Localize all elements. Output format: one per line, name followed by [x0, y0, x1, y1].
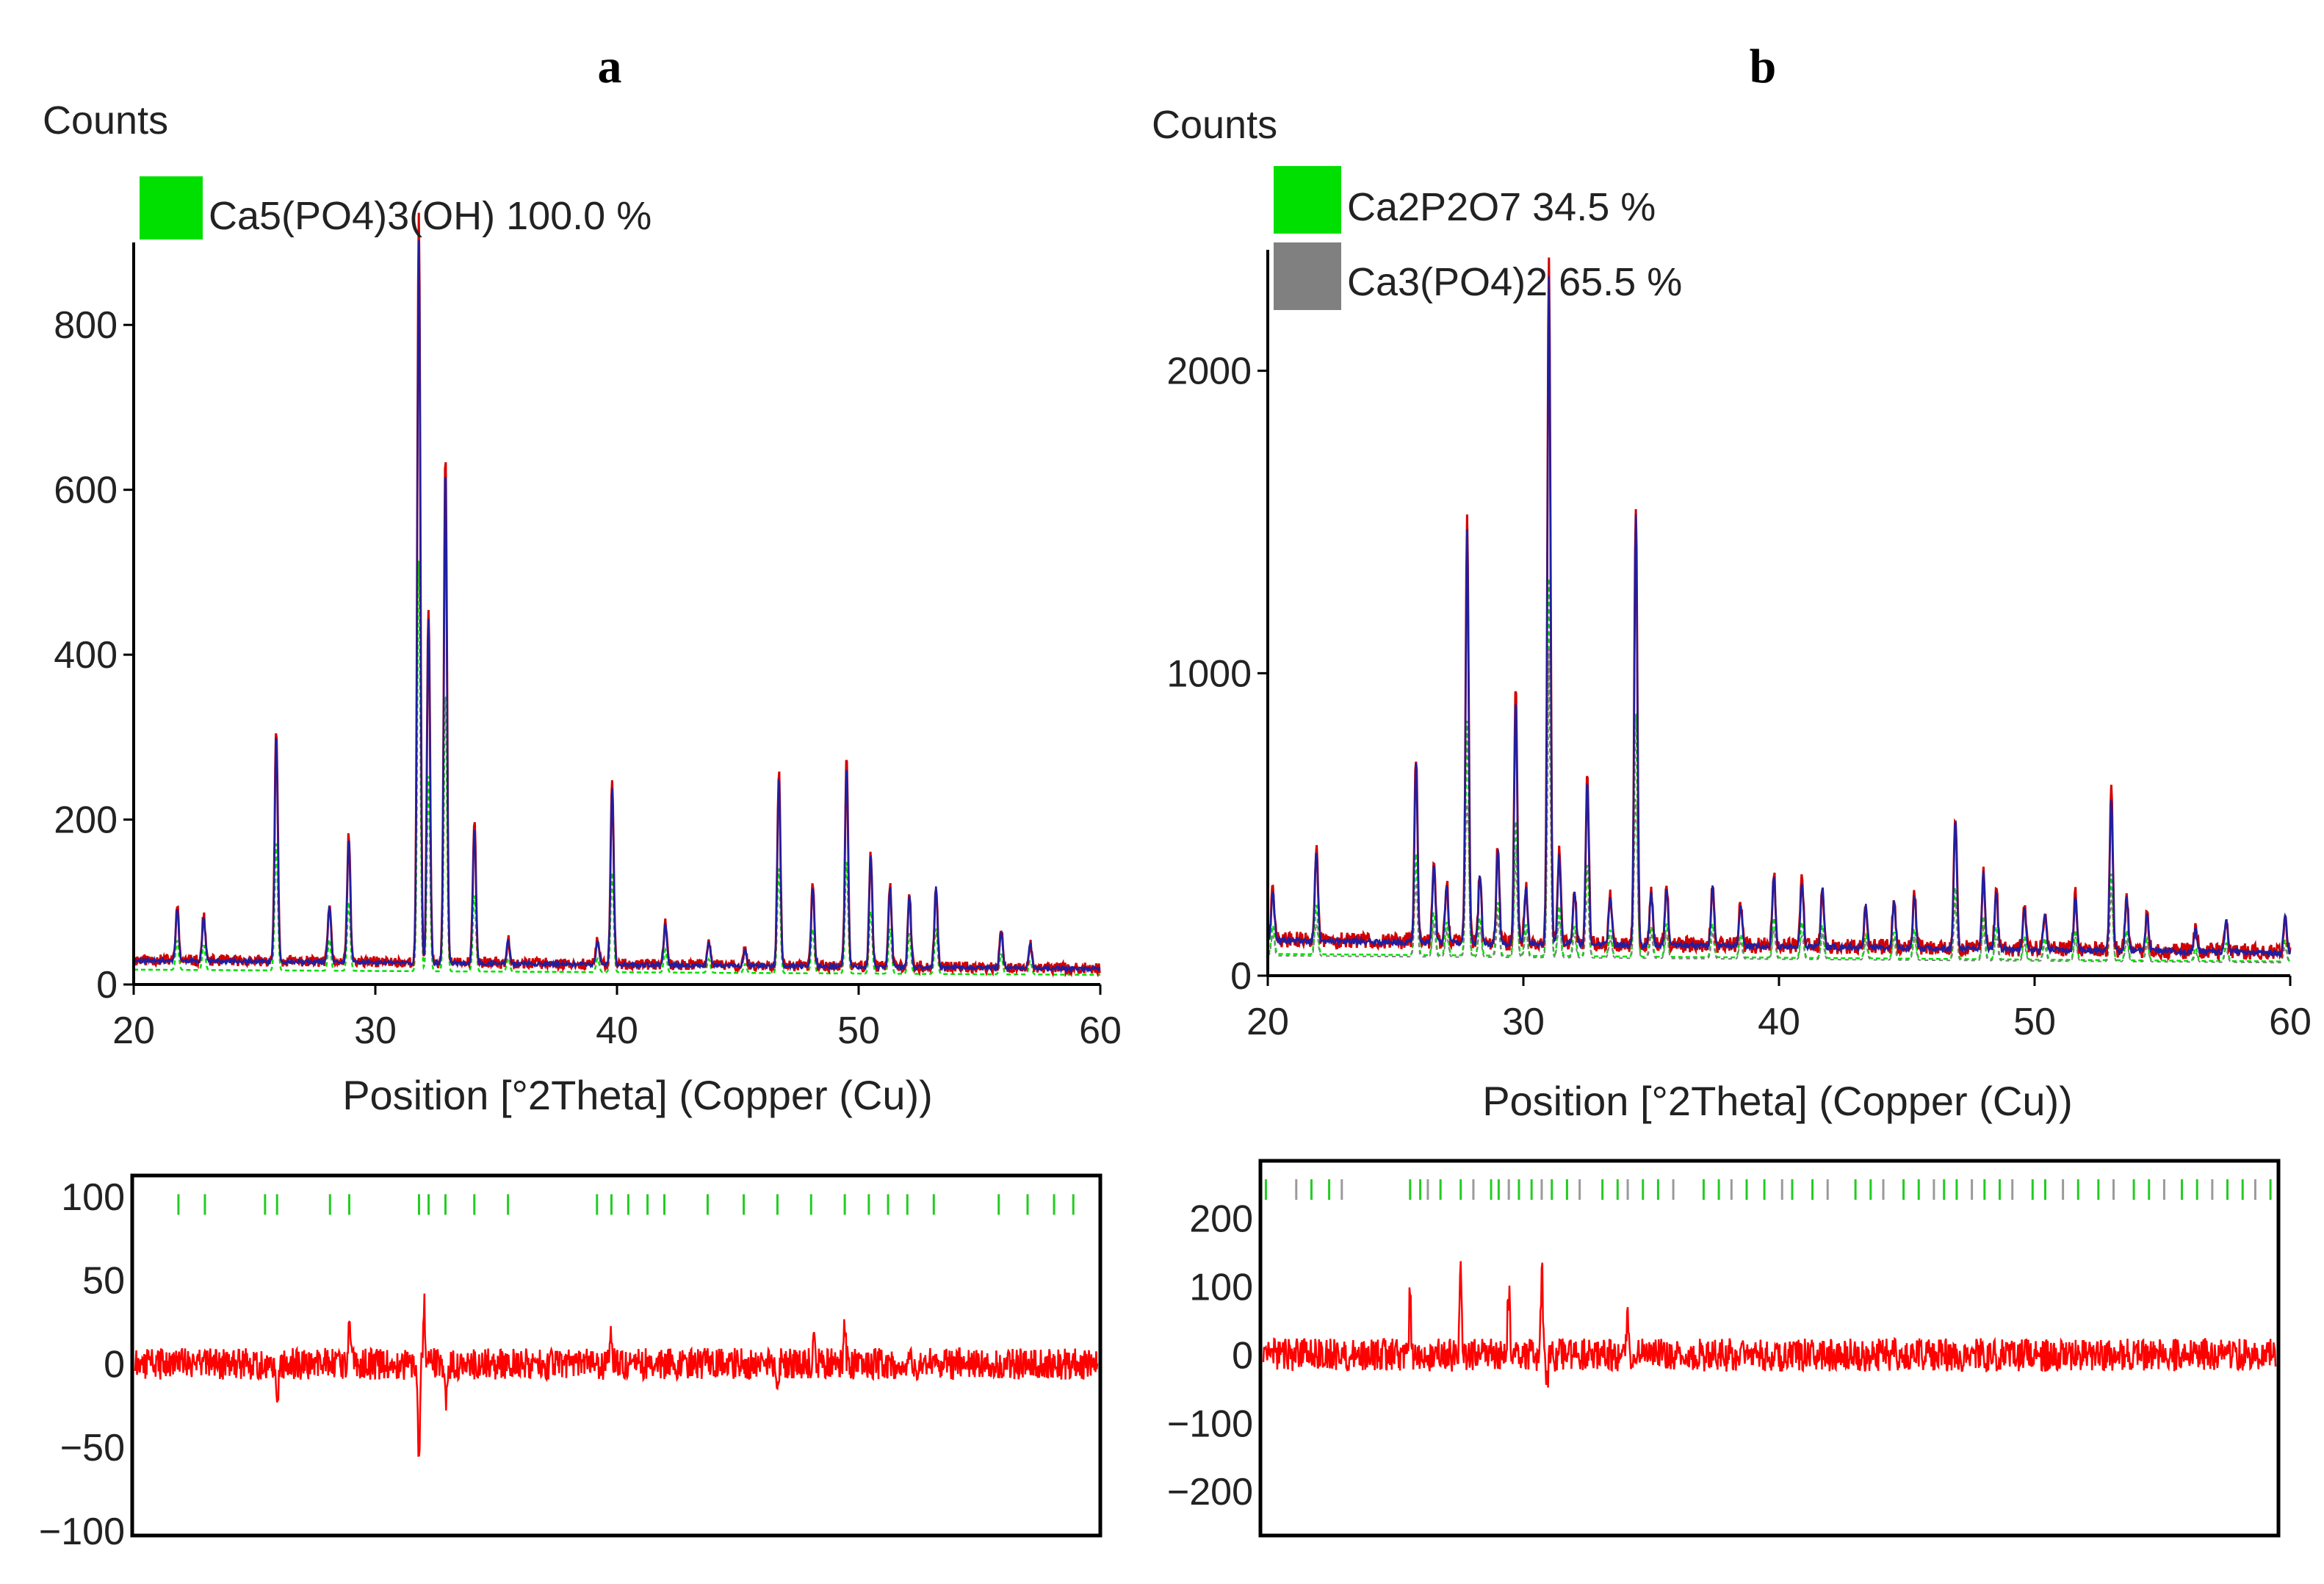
panel-a-legend-swatch — [140, 176, 203, 240]
panel-a-calculated-profile — [133, 240, 1101, 974]
panel-a-y-tick-label: 600 — [54, 469, 118, 512]
panel-a-reflection-markers — [177, 1194, 1075, 1215]
panel-a-difference-curve — [134, 1293, 1099, 1457]
panel-b-difference-curve — [1262, 1261, 2277, 1388]
panel-b-legend-label-ca2p2o7: Ca2P2O7 34.5 % — [1347, 185, 1656, 229]
panel-b-residual-y-tick-label: −200 — [1167, 1471, 1253, 1513]
panel-a-x-tick-label: 50 — [837, 1009, 880, 1052]
panel-b-x-tick-label: 20 — [1246, 1001, 1289, 1043]
panel-b-y-tick-label: 0 — [1230, 955, 1252, 998]
panel-a-label: a — [598, 40, 622, 93]
panel-a-residual-y-ticks: −100 −50 0 50 100 — [39, 1176, 125, 1553]
panel-b-phase-profile — [1267, 578, 2291, 962]
panel-a-x-ticks: 20 30 40 50 60 — [112, 984, 1122, 1052]
panel-b-phase-profile-2 — [1267, 648, 2291, 964]
panel-a-residual-y-tick-label: −50 — [60, 1427, 125, 1469]
panel-b-legend-label-ca3po42: Ca3(PO4)2 65.5 % — [1347, 260, 1682, 304]
panel-a-residual-plot: −100 −50 0 50 100 — [39, 1173, 1103, 1553]
panel-a-x-tick-label: 40 — [596, 1009, 638, 1052]
panel-b-legend-swatch-ca3po42 — [1274, 242, 1341, 310]
panel-b-label: b — [1750, 40, 1777, 93]
panel-a-x-tick-label: 60 — [1079, 1009, 1122, 1052]
panel-a-residual-y-tick-label: 50 — [82, 1260, 125, 1303]
panel-a-y-tick-label: 200 — [54, 799, 118, 842]
panel-b-x-axis-title: Position [°2Theta] (Copper (Cu)) — [1482, 1078, 2073, 1124]
panel-a: Counts 0 200 400 600 800 20 30 40 50 60 Ca5(PO4)… — [43, 98, 1122, 1118]
panel-b-residual-y-tick-label: −100 — [1167, 1403, 1253, 1445]
panel-a-x-tick-label: 30 — [354, 1009, 397, 1052]
panel-b-x-ticks: 20 30 40 50 60 — [1246, 976, 2312, 1043]
panel-b-x-tick-label: 30 — [1502, 1001, 1545, 1043]
panel-a-y-tick-label: 400 — [54, 634, 118, 677]
panel-a-residual-trace — [134, 1293, 1099, 1457]
panel-b-residual-y-tick-label: 200 — [1189, 1198, 1253, 1240]
panel-b-calculated-profile — [1267, 276, 2292, 959]
panel-a-y-tick-label: 0 — [96, 964, 118, 1007]
panel-b-residual-y-ticks: −200 −100 0 100 200 — [1167, 1198, 1253, 1513]
panel-a-phase-profile — [134, 561, 1100, 976]
panel-a-traces — [132, 212, 1101, 978]
panel-b-residual-y-tick-label: 100 — [1189, 1266, 1253, 1308]
panel-b-traces — [1266, 257, 2292, 964]
panel-a-x-tick-label: 20 — [112, 1009, 155, 1052]
panel-b-x-tick-label: 60 — [2269, 1001, 2312, 1043]
panel-b-reflection-markers — [1264, 1179, 2272, 1200]
panel-b-residual-plot: −200 −100 0 100 200 — [1167, 1159, 2281, 1538]
panel-a-legend-label: Ca5(PO4)3(OH) 100.0 % — [209, 194, 652, 238]
panel-b-y-tick-label: 1000 — [1166, 652, 1252, 695]
panel-b: Counts 0 1000 2000 20 30 40 50 60 Ca2P2O7 34.5… — [1152, 103, 2312, 1124]
panel-a-y-axis-title: Counts — [43, 98, 168, 143]
panel-a-x-axis-title: Position [°2Theta] (Copper (Cu)) — [342, 1072, 933, 1118]
panel-b-residual-trace — [1262, 1261, 2277, 1388]
panel-b-residual-y-tick-label: 0 — [1232, 1334, 1253, 1377]
panel-b-x-tick-label: 40 — [1758, 1001, 1800, 1043]
panel-a-y-ticks: 0 200 400 600 800 — [54, 304, 134, 1007]
panel-a-residual-y-tick-label: 100 — [61, 1176, 125, 1219]
panel-b-legend-swatch-ca2p2o7 — [1274, 166, 1341, 234]
panel-a-y-tick-label: 800 — [54, 304, 118, 347]
panel-a-residual-y-tick-label: −100 — [39, 1511, 125, 1553]
panel-b-y-axis-title: Counts — [1152, 103, 1277, 147]
panel-a-residual-y-tick-label: 0 — [104, 1343, 125, 1386]
panel-b-y-tick-label: 2000 — [1166, 350, 1252, 393]
panel-b-y-ticks: 0 1000 2000 — [1166, 350, 1268, 998]
panel-b-x-tick-label: 50 — [2013, 1001, 2056, 1043]
